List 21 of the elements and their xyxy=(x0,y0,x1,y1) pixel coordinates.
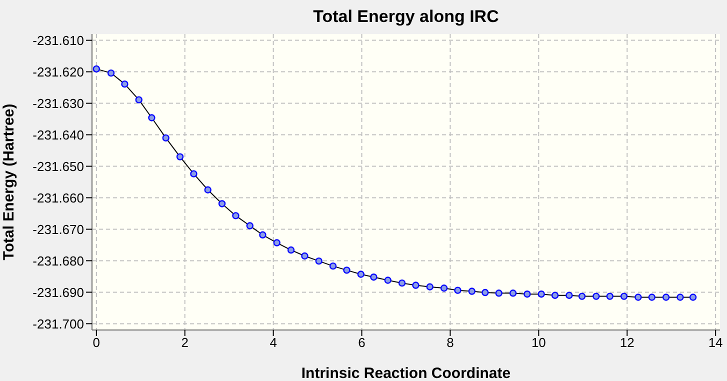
y-tick-label: -231.680 xyxy=(32,253,84,268)
y-tick-label: -231.650 xyxy=(32,158,84,174)
x-tick-label: 10 xyxy=(531,335,546,350)
y-tick-label: -231.620 xyxy=(32,64,84,80)
y-tick-label: -231.610 xyxy=(32,32,84,48)
x-tick-label: 14 xyxy=(708,335,723,350)
x-axis-title: Intrinsic Reaction Coordinate xyxy=(301,365,511,381)
x-tick-label: 6 xyxy=(358,335,366,350)
y-tick-label: -231.660 xyxy=(32,190,84,206)
chart-title: Total Energy along IRC xyxy=(312,7,500,27)
x-tick-label: 2 xyxy=(181,335,188,350)
y-tick-label: -231.670 xyxy=(32,222,84,237)
y-tick-label: -231.640 xyxy=(32,127,84,142)
x-tick-label: 8 xyxy=(446,335,454,350)
y-tick-label: -231.690 xyxy=(32,284,84,300)
x-tick-label: 0 xyxy=(92,335,100,350)
y-tick-label: -231.700 xyxy=(32,316,84,332)
x-tick-label: 12 xyxy=(620,335,634,350)
y-axis-title: Total Energy (Hartree) xyxy=(0,104,18,260)
y-tick-label: -231.630 xyxy=(32,96,84,111)
x-tick-label: 4 xyxy=(270,335,277,350)
